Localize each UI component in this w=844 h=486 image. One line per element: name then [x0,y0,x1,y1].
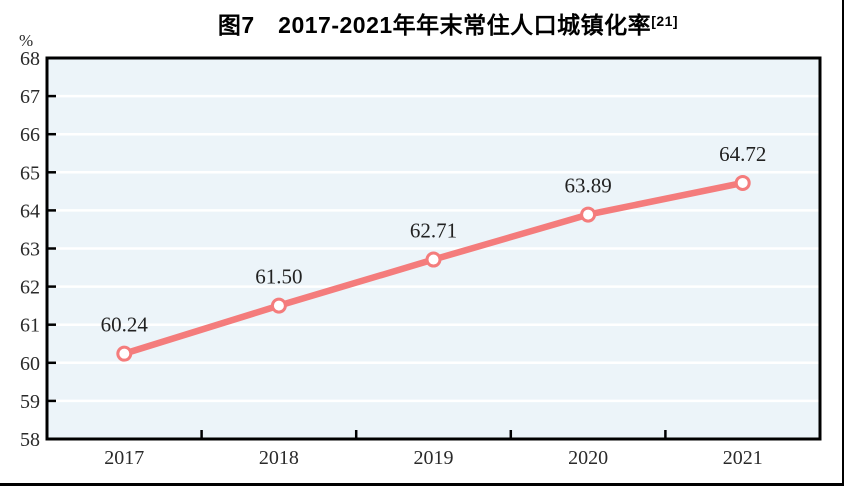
data-point-marker [580,206,597,223]
y-tick-label: 64 [20,200,40,222]
x-tick-label: 2017 [104,447,144,469]
data-point-marker [116,345,133,362]
data-point-label: 64.72 [719,142,766,166]
y-tick-label: 63 [20,239,40,261]
chart-title-footnote-ref: [21] [651,13,679,29]
data-point-label: 63.89 [564,174,611,198]
y-axis-unit-label: % [19,31,34,50]
data-point-label: 60.24 [101,313,149,337]
y-tick-label: 61 [20,315,40,337]
y-tick-label: 59 [20,391,40,413]
data-point-label: 62.71 [410,219,457,243]
y-tick-label: 66 [20,124,40,146]
data-point-marker [425,251,442,268]
x-tick-label: 2019 [414,447,454,469]
data-point-label: 61.50 [255,265,302,289]
chart-title: 图7 2017-2021年年末常住人口城镇化率[21] [52,7,842,39]
y-tick-label: 68 [20,48,40,70]
x-tick-label: 2018 [259,447,299,469]
y-tick-label: 62 [20,277,40,299]
y-tick-label: 58 [20,429,40,451]
y-tick-label: 60 [20,353,40,375]
x-tick-label: 2021 [723,447,763,469]
data-point-marker [734,174,751,191]
y-tick-label: 67 [20,86,40,108]
y-tick-label: 65 [20,162,40,184]
data-point-marker [270,297,287,314]
chart-title-text: 图7 2017-2021年年末常住人口城镇化率 [217,12,652,38]
x-tick-label: 2020 [568,447,608,469]
